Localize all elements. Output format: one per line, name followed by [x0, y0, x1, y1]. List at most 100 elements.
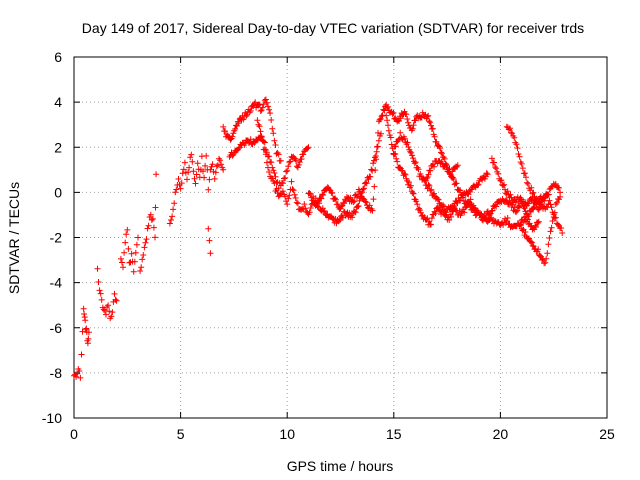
data-point: [211, 175, 218, 182]
data-point: [369, 207, 376, 214]
data-point: [545, 241, 552, 248]
data-point: [437, 145, 444, 152]
data-point: [427, 187, 434, 194]
data-point: [474, 182, 481, 189]
data-point: [148, 217, 155, 223]
data-point: [459, 191, 465, 198]
data-point: [443, 162, 450, 169]
data-point: [119, 259, 125, 266]
data-point: [235, 120, 242, 127]
data-point: [527, 187, 534, 194]
data-point: [503, 218, 510, 224]
data-point: [175, 176, 182, 182]
data-point: [369, 167, 376, 174]
data-point: [306, 190, 313, 197]
data-point: [497, 177, 504, 184]
data-point: [285, 163, 292, 170]
data-point: [559, 230, 566, 236]
data-point: [243, 113, 250, 120]
data-point: [98, 296, 105, 303]
data-point: [109, 309, 116, 316]
data-point: [271, 137, 278, 144]
data-point: [362, 179, 369, 186]
data-point: [397, 129, 404, 136]
data-point: [547, 201, 554, 208]
x-tick-label: 25: [599, 426, 615, 442]
data-point: [534, 219, 541, 226]
data-point: [363, 199, 370, 206]
data-point: [428, 215, 435, 222]
data-point: [509, 130, 516, 137]
data-point: [446, 217, 453, 223]
data-point: [516, 222, 523, 229]
data-point: [507, 191, 514, 198]
data-point: [271, 170, 278, 176]
data-point: [405, 144, 412, 150]
data-point: [467, 196, 474, 203]
data-point: [350, 199, 357, 206]
data-point: [428, 186, 435, 193]
data-point: [433, 138, 440, 145]
data-point: [142, 239, 149, 246]
data-point: [255, 121, 262, 128]
data-point: [383, 112, 390, 119]
data-point: [349, 214, 356, 221]
data-point: [526, 213, 532, 220]
data-point: [371, 183, 378, 190]
data-point: [431, 190, 437, 197]
data-point: [493, 165, 500, 172]
data-point: [261, 146, 268, 153]
data-point: [362, 198, 369, 205]
data-point: [85, 335, 92, 342]
data-point: [296, 159, 303, 166]
data-point: [319, 191, 326, 198]
data-point: [519, 165, 526, 172]
data-point: [201, 174, 208, 181]
data-point: [206, 176, 213, 183]
data-point: [385, 103, 391, 110]
data-point: [332, 196, 339, 203]
data-point: [438, 149, 444, 156]
data-point: [493, 203, 500, 210]
data-point: [295, 161, 302, 168]
data-point: [76, 368, 83, 374]
data-point: [425, 171, 432, 178]
data-point: [375, 137, 382, 144]
data-point: [143, 236, 150, 243]
data-point: [152, 204, 159, 211]
data-point: [410, 122, 417, 129]
data-point: [78, 351, 85, 358]
data-point: [424, 113, 431, 120]
data-point: [372, 167, 379, 174]
data-point: [431, 163, 437, 170]
data-point: [194, 160, 201, 167]
data-point: [522, 229, 529, 235]
data-point: [355, 203, 362, 209]
data-point: [278, 179, 285, 186]
data-point: [287, 158, 294, 165]
data-point: [222, 128, 229, 135]
data-point: [338, 203, 345, 210]
data-point: [552, 180, 559, 187]
data-point: [457, 187, 464, 194]
data-point: [544, 250, 551, 257]
data-point: [265, 103, 271, 110]
data-point: [266, 106, 273, 113]
data-point: [426, 118, 433, 125]
data-point: [189, 158, 196, 165]
data-point: [320, 192, 327, 198]
x-tick-label: 10: [279, 426, 295, 442]
data-point: [530, 189, 537, 196]
data-point: [235, 145, 242, 152]
data-point: [268, 117, 275, 123]
data-point: [128, 250, 135, 257]
data-point: [448, 213, 455, 220]
data-point: [304, 145, 311, 152]
y-tick-label: 0: [54, 184, 62, 200]
data-point: [279, 188, 286, 195]
data-point: [368, 166, 375, 173]
data-point: [556, 184, 562, 191]
data-point: [113, 297, 120, 304]
y-tick-label: -10: [42, 410, 62, 426]
data-point: [366, 202, 373, 209]
